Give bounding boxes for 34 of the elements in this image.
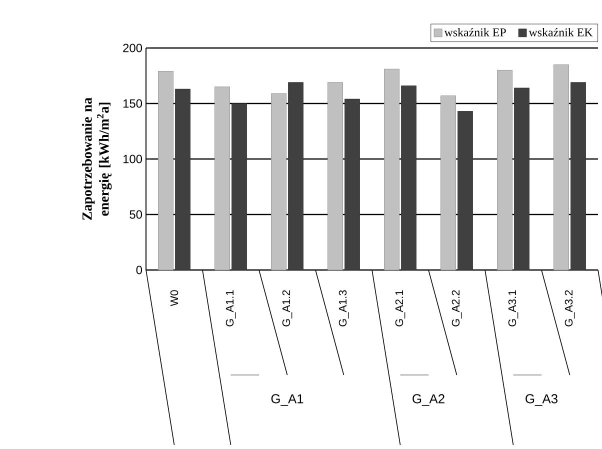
- text: G_A2: [412, 394, 444, 406]
- legend-label: wskaźnik EK: [528, 28, 593, 36]
- bar: [458, 111, 473, 270]
- text: G_A3: [526, 394, 558, 406]
- legend-label: wskaźnik EP: [444, 28, 506, 36]
- bar: [232, 103, 247, 270]
- bar: [344, 98, 360, 270]
- bar: [288, 82, 304, 270]
- bar: [554, 64, 569, 270]
- x-tick-label: G_A1.2: [282, 290, 292, 326]
- x-tick-label: G_A3.2: [564, 290, 575, 326]
- x-tick-label: G_A3.1: [508, 290, 518, 326]
- y-tick-label: 0: [136, 266, 142, 274]
- x-tick-label: W0: [170, 290, 178, 306]
- x-tick-label: G_A2.1: [395, 290, 406, 326]
- bar: [497, 70, 512, 270]
- text: G_A1: [271, 394, 304, 406]
- x-tick-label: G_A2.2: [452, 290, 462, 326]
- x-tick-label: G_A1.1: [226, 290, 236, 326]
- x-tick-label: G_A1.3: [338, 290, 349, 326]
- bar: [570, 82, 586, 270]
- bar: [328, 82, 343, 270]
- bar: [271, 93, 286, 270]
- bar: [158, 71, 174, 270]
- bar: [384, 68, 400, 270]
- y-tick-label: 200: [123, 44, 142, 52]
- bar: [214, 86, 230, 270]
- y-tick-label: 150: [123, 99, 142, 108]
- bar: [175, 88, 190, 270]
- bar: [514, 88, 530, 270]
- y-tick-label: 50: [130, 210, 142, 219]
- bar: [401, 86, 416, 270]
- bar: [440, 96, 456, 270]
- y-tick-label: 100: [123, 154, 142, 164]
